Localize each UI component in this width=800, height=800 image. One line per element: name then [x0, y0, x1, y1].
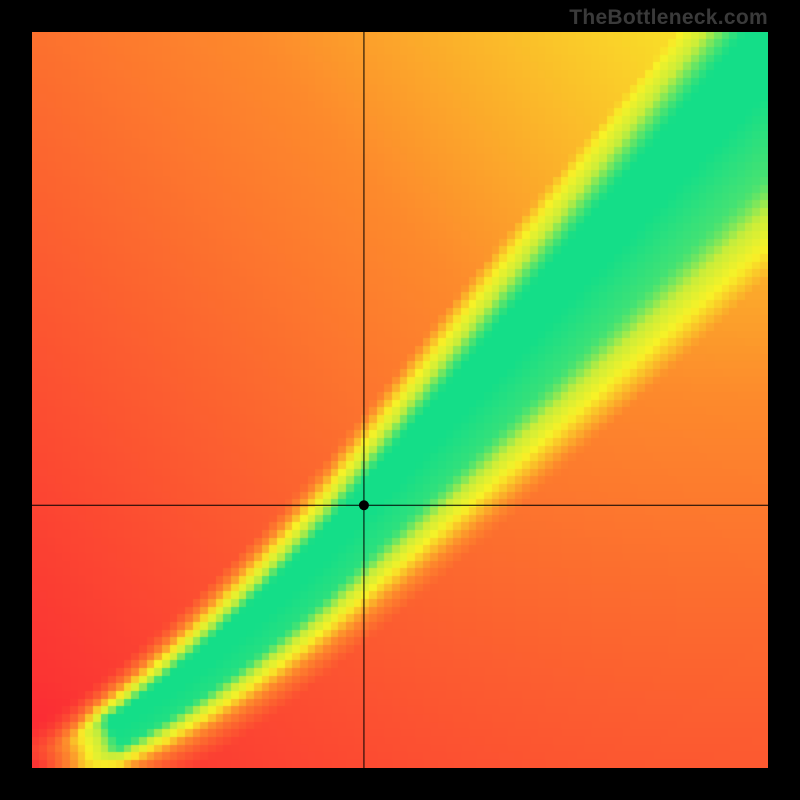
plot-area: [32, 32, 768, 768]
chart-container: { "watermark": { "text": "TheBottleneck.…: [0, 0, 800, 800]
bottleneck-heatmap: [32, 32, 768, 768]
watermark-text: TheBottleneck.com: [569, 6, 768, 30]
